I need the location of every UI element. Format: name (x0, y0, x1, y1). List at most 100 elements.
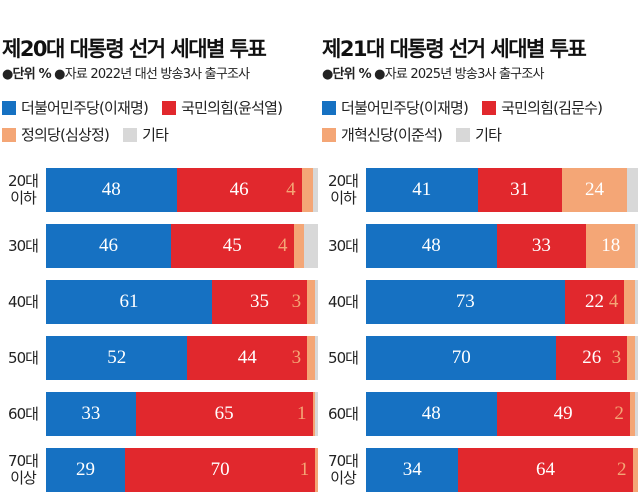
value-label: 3 (611, 347, 622, 368)
value-label: 1 (299, 459, 310, 480)
bar-segment-gray (635, 336, 638, 380)
legend-swatch (482, 100, 497, 115)
source-label: ●자료 2025년 방송3사 출구조사 (374, 67, 544, 82)
chart-subtitle: ●단위 % ●자료 2022년 대선 방송3사 출구조사 (2, 63, 250, 82)
unit-label: ●단위 % (2, 67, 52, 82)
legend-item: 더불어민주당(이재명) (2, 94, 149, 121)
bar-segment-blue: 48 (366, 224, 497, 268)
bar-segment-red: 45 4 (171, 224, 294, 268)
bar-segment-gray (635, 224, 638, 268)
value-label-small: 2 (614, 392, 624, 436)
bar-segment-orange (315, 448, 318, 492)
bar-segment-gray (315, 336, 318, 380)
value-label: 3 (291, 291, 302, 312)
bar-segment-gray (635, 392, 638, 436)
bar-segment-orange (307, 336, 316, 380)
legend-label: 국민의힘(김문수) (501, 99, 603, 117)
value-label: 35 (250, 291, 269, 312)
bar-row: 60대 33 65 1 (0, 392, 320, 436)
category-label: 30대 (8, 236, 39, 255)
bar-segment-gray (315, 392, 318, 436)
bar-segment-gray (315, 280, 318, 324)
stacked-bar: 48 33 18 (366, 224, 638, 268)
value-label: 24 (584, 179, 604, 200)
bar-row: 60대 48 49 2 (320, 392, 640, 436)
value-label: 33 (81, 403, 101, 424)
legend-label: 더불어민주당(이재명) (341, 99, 469, 117)
bar-segment-red: 64 2 (458, 448, 633, 492)
bar-row: 20대 이하 48 46 4 (0, 168, 320, 212)
value-label: 45 (222, 235, 242, 256)
bar-segment-orange: 24 (561, 168, 628, 212)
legend: 더불어민주당(이재명) 국민의힘(김문수) 개혁신당(이준석) 기타 (322, 94, 640, 148)
bar-segment-gray (635, 280, 638, 324)
bar-segment-gray (304, 224, 318, 268)
category-label: 20대 이하 (8, 172, 39, 207)
stacked-bar: 41 31 24 (366, 168, 638, 212)
value-label: 65 (214, 403, 234, 424)
stacked-bar: 70 26 3 (366, 336, 638, 380)
category-label: 60대 (328, 404, 359, 423)
bar-segment-red: 33 (496, 224, 587, 268)
bar-segment-orange (307, 280, 316, 324)
stacked-bar: 52 44 3 (46, 336, 318, 380)
category-label: 60대 (8, 404, 39, 423)
value-label-small: 4 (278, 224, 288, 268)
value-label: 44 (237, 347, 257, 368)
stacked-bar: 61 35 3 (46, 280, 318, 324)
legend-label: 기타 (475, 126, 502, 144)
value-label: 22 (584, 291, 604, 312)
category-label: 40대 (8, 292, 39, 311)
stacked-bar: 48 46 4 (46, 168, 318, 212)
bar-segment-blue: 70 (366, 336, 557, 380)
bar-row: 30대 48 33 18 (320, 224, 640, 268)
bar-segment-blue: 34 (366, 448, 459, 492)
value-label: 3 (291, 347, 302, 368)
stacked-bar: 29 70 1 (46, 448, 318, 492)
bar-row: 70대 이상 34 64 2 (320, 448, 640, 492)
category-label: 20대 이하 (328, 172, 359, 207)
bar-segment-red: 26 3 (556, 336, 628, 380)
bar-row: 20대 이하 41 31 24 (320, 168, 640, 212)
bar-segment-orange (632, 448, 638, 492)
legend-swatch (456, 127, 471, 142)
bar-segment-orange (627, 336, 636, 380)
bar-segment-blue: 52 (46, 336, 188, 380)
bar-segment-orange (312, 392, 316, 436)
bar-segment-orange (301, 168, 313, 212)
bar-segment-orange (629, 392, 636, 436)
value-label-small: 3 (292, 336, 302, 380)
category-label: 30대 (328, 236, 359, 255)
legend-swatch (322, 127, 336, 142)
chart-panel-2022: 제20대 대통령 선거 세대별 투표 ●단위 % ●자료 2022년 대선 방송3… (0, 37, 320, 492)
value-label: 4 (286, 179, 296, 200)
value-label: 41 (412, 179, 432, 200)
legend-item: 정의당(심상정) (2, 121, 110, 148)
bar-segment-red: 46 4 (176, 168, 302, 212)
bar-row: 40대 61 35 3 (0, 280, 320, 324)
bar-segment-red: 22 4 (564, 280, 625, 324)
bar-segment-red: 65 1 (135, 392, 313, 436)
category-label: 40대 (328, 292, 359, 311)
value-label: 26 (582, 347, 602, 368)
value-label: 31 (510, 179, 530, 200)
bar-segment-red: 49 2 (496, 392, 630, 436)
legend-swatch (322, 100, 336, 115)
value-label: 46 (229, 179, 249, 200)
value-label-small: 3 (292, 280, 302, 324)
bar-segment-red: 70 1 (124, 448, 316, 492)
value-label-small: 4 (609, 280, 619, 324)
value-label-small: 1 (297, 392, 307, 436)
bar-segment-red: 35 3 (211, 280, 308, 324)
value-label: 4 (278, 235, 288, 256)
legend-label: 기타 (142, 126, 169, 144)
value-label: 34 (402, 459, 422, 480)
bar-row: 50대 70 26 3 (320, 336, 640, 380)
bar-segment-red: 31 (477, 168, 562, 212)
value-label-small: 1 (300, 448, 310, 492)
bar-segment-orange (624, 280, 636, 324)
bar-segment-orange: 18 (586, 224, 636, 268)
legend-label: 더불어민주당(이재명) (21, 99, 149, 117)
value-label: 48 (421, 403, 441, 424)
